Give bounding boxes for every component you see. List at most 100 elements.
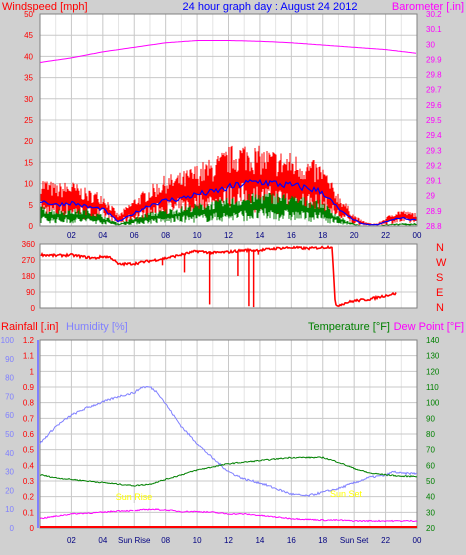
- x-tick-label: 04: [98, 536, 107, 545]
- wind-average-series: [39, 178, 417, 226]
- x-tick-label: 06: [130, 231, 139, 240]
- temperature-tick-label: 40: [426, 493, 435, 502]
- x-tick-label: Sun Rise: [118, 536, 151, 545]
- temperature-tick-label: 140: [426, 336, 440, 345]
- barometer-tick-label: 30: [426, 40, 435, 49]
- barometer-tick-label: 29.8: [426, 71, 442, 80]
- direction-panel-frame: [39, 243, 418, 309]
- sunset-marker: Sun Set: [330, 489, 363, 499]
- x-tick-label: Sun Set: [340, 536, 369, 545]
- humidity-tick-label: 90: [5, 355, 14, 364]
- temperature-series: [39, 456, 418, 487]
- humidity-tick-labels: 0 10 20 30 40 50 60 70 80 90 100: [1, 336, 15, 533]
- x-tick-label: 14: [255, 231, 264, 240]
- barometer-tick-label: 29.2: [426, 161, 442, 170]
- rainfall-tick-label: 0.5: [23, 446, 35, 455]
- direction-panel-grid: [40, 243, 418, 309]
- rainfall-tick-label: 0: [30, 524, 35, 533]
- wind-panel-x-tick-labels: 02 04 06 08 10 12 14 16 18 20 22 00: [67, 231, 422, 240]
- humidity-tick-label: 100: [1, 336, 15, 345]
- humidity-tick-label: 80: [5, 374, 14, 383]
- barometer-axis-label: Barometer [.in]: [392, 1, 464, 13]
- rainfall-tick-label: 0.4: [23, 461, 35, 470]
- barometer-tick-label: 29: [426, 192, 435, 201]
- direction-compass-tick: S: [436, 272, 443, 284]
- direction-degree-tick: 360: [22, 240, 36, 249]
- climate-panel-grid: [40, 339, 418, 529]
- direction-panel-series: [40, 245, 397, 308]
- barometer-tick-label: 30.1: [426, 25, 442, 34]
- windspeed-axis-label: Windspeed [mph]: [2, 1, 88, 13]
- windspeed-tick-label: 30: [24, 95, 33, 104]
- windspeed-tick-label: 5: [29, 201, 34, 210]
- x-tick-label: 12: [224, 231, 233, 240]
- x-tick-label: 18: [318, 536, 327, 545]
- temperature-tick-label: 110: [426, 383, 439, 392]
- dewpoint-series: [39, 508, 418, 523]
- direction-degree-tick: 0: [31, 304, 36, 313]
- windspeed-tick-label: 35: [24, 74, 33, 83]
- temperature-axis-label: Temperature [°F]: [308, 321, 390, 333]
- humidity-tick-label: 30: [5, 468, 14, 477]
- x-tick-label: 16: [287, 536, 296, 545]
- temperature-tick-label: 130: [426, 352, 440, 361]
- barometer-tick-label: 29.3: [426, 146, 442, 155]
- rainfall-tick-label: 0.8: [23, 399, 35, 408]
- x-tick-label: 02: [67, 231, 76, 240]
- direction-degree-tick: 90: [26, 288, 35, 297]
- windspeed-tick-label: 20: [24, 137, 33, 146]
- wind-panel-series: [39, 40, 417, 226]
- humidity-tick-label: 0: [10, 524, 15, 533]
- humidity-series: [39, 385, 418, 498]
- sunrise-marker: Sun Rise: [116, 492, 153, 502]
- rainfall-tick-label: 0.1: [23, 508, 35, 517]
- x-tick-label: 10: [193, 536, 202, 545]
- humidity-tick-label: 40: [5, 449, 14, 458]
- x-tick-label: 00: [413, 536, 422, 545]
- windspeed-tick-label: 45: [24, 31, 33, 40]
- barometer-tick-labels: 28.8 28.9 29 29.1 29.2 29.3 29.4 29.5 29.6 29.7 29…: [426, 10, 442, 231]
- rainfall-tick-label: 1.2: [23, 336, 35, 345]
- x-tick-label: 22: [381, 536, 390, 545]
- direction-compass-tick: N: [436, 302, 444, 314]
- windspeed-tick-label: 15: [24, 158, 33, 167]
- temperature-tick-label: 20: [426, 524, 435, 533]
- barometer-tick-label: 28.8: [426, 222, 442, 231]
- temperature-tick-label: 120: [426, 367, 440, 376]
- wind-direction-series: [40, 245, 397, 307]
- x-tick-label: 18: [318, 231, 327, 240]
- temperature-tick-label: 100: [426, 399, 440, 408]
- windspeed-tick-labels: 0 5 10 15 20 25 30 35 40 45 50: [24, 10, 33, 231]
- x-tick-label: 08: [161, 536, 170, 545]
- x-tick-label: 22: [381, 231, 390, 240]
- rainfall-tick-label: 1.1: [23, 352, 35, 361]
- wind-panel-frame: [39, 13, 418, 227]
- humidity-tick-label: 10: [5, 505, 14, 514]
- x-tick-label: 02: [67, 536, 76, 545]
- windspeed-tick-label: 40: [24, 52, 33, 61]
- x-tick-label: 16: [287, 231, 296, 240]
- temperature-tick-label: 50: [426, 477, 435, 486]
- climate-panel-x-tick-labels: 02 04 Sun Rise 08 10 12 14 16 18 Sun Set 22 00: [67, 536, 422, 545]
- dewpoint-axis-label: Dew Point [°F]: [394, 321, 464, 333]
- direction-degree-tick: 180: [22, 272, 36, 281]
- x-tick-label: 10: [193, 231, 202, 240]
- rainfall-tick-label: 0.3: [23, 477, 35, 486]
- rainfall-tick-label: 1: [30, 367, 35, 376]
- barometer-tick-label: 29.9: [426, 55, 442, 64]
- direction-degree-tick-labels: 0 90 180 270 360: [22, 240, 36, 313]
- x-tick-label: 00: [413, 231, 422, 240]
- rainfall-tick-label: 0.2: [23, 493, 35, 502]
- rainfall-tick-label: 0.7: [23, 414, 35, 423]
- barometer-tick-label: 30.2: [426, 10, 442, 19]
- temperature-tick-label: 30: [426, 508, 435, 517]
- humidity-tick-label: 50: [5, 430, 14, 439]
- x-tick-label: 08: [161, 231, 170, 240]
- sunrise-label: Sun Rise: [116, 492, 153, 502]
- rainfall-axis-label: Rainfall [.in]: [1, 321, 58, 333]
- temperature-tick-label: 90: [426, 414, 435, 423]
- windspeed-tick-label: 50: [24, 10, 33, 19]
- direction-degree-tick: 270: [22, 256, 36, 265]
